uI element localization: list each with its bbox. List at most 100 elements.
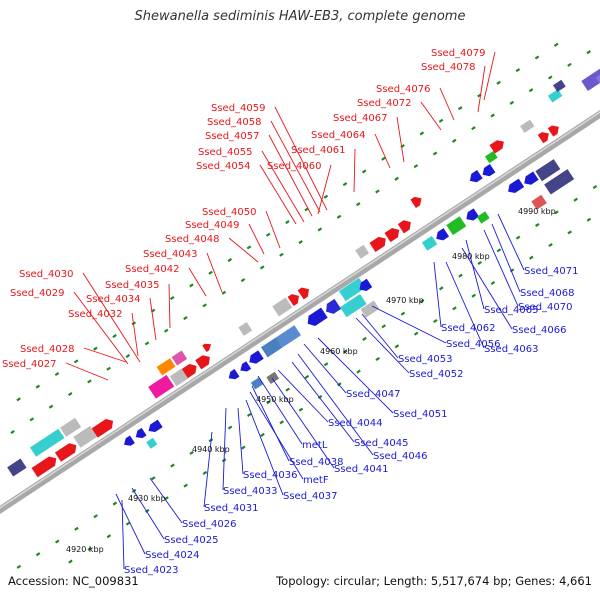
tick-mark — [529, 255, 534, 260]
tick-mark — [323, 194, 329, 199]
gene-feature — [339, 293, 367, 318]
tick-mark — [227, 425, 233, 430]
tick-mark — [490, 113, 495, 118]
gene-feature — [476, 211, 490, 224]
tick-mark — [515, 235, 521, 240]
gene-block — [446, 216, 467, 236]
gene-feature — [482, 164, 496, 177]
forward-gene-label: Ssed_4034 — [86, 294, 141, 305]
gene-arrow — [228, 368, 240, 380]
gene-arrow — [508, 178, 525, 193]
tick-mark — [10, 430, 15, 435]
tick-mark — [413, 164, 419, 169]
gene-feature — [355, 244, 370, 259]
gene-arrow — [469, 170, 483, 183]
reverse-gene-label: Ssed_4026 — [182, 519, 237, 530]
forward-gene-label: Ssed_4049 — [185, 220, 240, 231]
scale-label: 4940 kbp — [192, 445, 230, 454]
gene-arrow — [287, 294, 299, 307]
forward-leader-line — [265, 210, 281, 249]
tick-mark — [74, 526, 79, 531]
gene-arrow — [384, 228, 400, 243]
forward-leader-line — [274, 106, 328, 211]
gene-arrow — [524, 171, 539, 185]
gene-block — [484, 151, 498, 164]
tick-mark — [567, 230, 572, 235]
gene-arrow — [369, 236, 386, 253]
gene-feature — [466, 208, 480, 221]
tick-mark — [227, 258, 233, 263]
tick-mark — [451, 138, 457, 143]
gene-feature — [195, 355, 210, 370]
gene-feature — [146, 437, 158, 449]
reverse-leader-line — [297, 353, 374, 456]
forward-gene-label: Ssed_4061 — [291, 145, 346, 156]
reverse-leader-line — [317, 337, 394, 414]
forward-gene-label: Ssed_4032 — [68, 309, 123, 320]
gene-block — [260, 337, 283, 358]
gene-feature — [547, 125, 559, 137]
gene-feature — [272, 297, 293, 317]
forward-leader-line — [268, 134, 313, 217]
gene-arrow — [249, 350, 264, 364]
tick-mark — [342, 182, 348, 187]
tick-mark — [394, 344, 400, 349]
forward-gene-label: Ssed_4050 — [202, 207, 257, 218]
gene-arrow — [482, 164, 496, 177]
tick-mark — [471, 126, 476, 131]
gene-arrow — [31, 456, 57, 478]
forward-leader-line — [82, 272, 141, 363]
forward-leader-line — [168, 283, 171, 329]
tick-mark — [375, 356, 380, 362]
tick-mark — [336, 214, 342, 219]
reverse-gene-label: Ssed_4044 — [328, 418, 383, 429]
forward-leader-line — [439, 87, 455, 121]
forward-gene-label: Ssed_4079 — [431, 48, 486, 59]
gene-feature — [73, 425, 98, 448]
gene-feature — [30, 428, 65, 457]
scale-label: 4980 kbp — [452, 252, 490, 261]
gene-feature — [260, 337, 283, 358]
forward-gene-label: Ssed_4067 — [333, 113, 388, 124]
gene-feature — [31, 456, 57, 478]
tick-mark — [35, 552, 41, 557]
forward-gene-label: Ssed_4078 — [421, 62, 476, 73]
tick-mark — [457, 106, 463, 111]
forward-leader-line — [270, 120, 321, 213]
tick-mark — [554, 210, 559, 215]
gene-block — [339, 293, 367, 318]
reverse-gene-label: Ssed_4038 — [289, 457, 344, 468]
reverse-gene-label: Ssed_4023 — [124, 565, 179, 576]
tick-mark — [202, 470, 208, 475]
gene-feature — [266, 371, 280, 384]
tick-mark — [356, 369, 361, 374]
tick-mark — [189, 283, 194, 288]
reverse-gene-label: Ssed_4025 — [164, 535, 219, 546]
gene-block — [535, 159, 561, 182]
forward-gene-label: Ssed_4029 — [10, 288, 65, 299]
reverse-gene-label: Ssed_4062 — [441, 323, 496, 334]
gene-block — [544, 169, 575, 195]
gene-arrow — [397, 220, 411, 234]
reverse-gene-label: Ssed_4041 — [334, 464, 389, 475]
tick-mark — [298, 407, 304, 412]
reverse-leader-line — [361, 313, 399, 359]
gene-feature — [410, 196, 422, 209]
gene-block — [338, 277, 366, 302]
reverse-gene-label: metF — [303, 475, 329, 486]
tick-marks — [10, 42, 598, 569]
gene-feature — [148, 374, 175, 399]
gene-arrow — [202, 343, 212, 353]
tick-mark — [419, 131, 425, 136]
forward-gene-label: Ssed_4072 — [357, 98, 412, 109]
gene-arrow — [537, 132, 549, 144]
forward-leader-line — [65, 362, 109, 381]
tick-mark — [16, 564, 22, 569]
reverse-gene-label: Ssed_4068 — [520, 288, 575, 299]
reverse-leader-line — [121, 499, 125, 570]
reverse-leader-line — [355, 317, 410, 374]
forward-leader-line — [353, 148, 356, 193]
forward-gene-label: Ssed_4060 — [267, 161, 322, 172]
backbone-line — [0, 109, 600, 515]
reverse-leader-line — [433, 261, 442, 328]
